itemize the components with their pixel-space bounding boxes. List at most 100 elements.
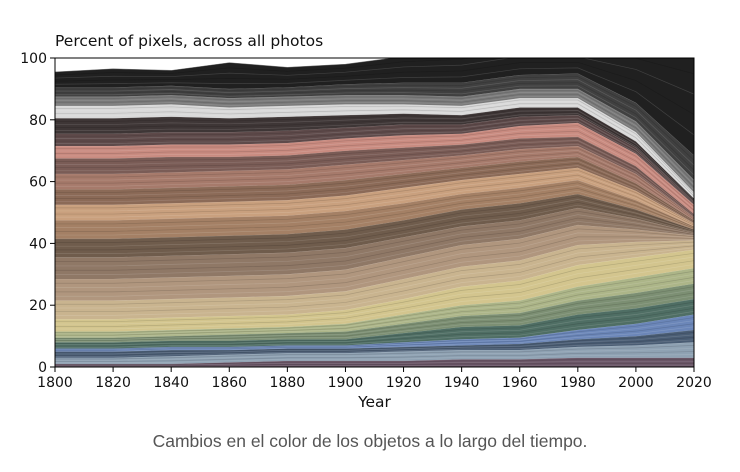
area-texture-line (55, 204, 694, 254)
area-texture-line (55, 214, 694, 267)
area-texture-line (55, 99, 694, 194)
area-texture-line (55, 163, 694, 223)
area-texture-line (55, 362, 694, 367)
area-texture-line (55, 190, 694, 236)
x-axis-label: Year (357, 393, 391, 411)
area-texture-line (55, 199, 694, 247)
area-texture-line (55, 339, 694, 357)
area-series-22 (55, 73, 694, 181)
area-texture-line (55, 92, 694, 186)
area-texture-line (55, 304, 694, 346)
area-series-23 (55, 58, 694, 156)
area-texture-line (55, 119, 694, 204)
area-texture-line (55, 101, 694, 196)
area-texture-line (55, 264, 694, 330)
area-texture-line (55, 111, 694, 201)
area-texture-line (55, 361, 694, 366)
y-tick-label: 100 (20, 51, 47, 67)
area-texture-line (55, 174, 694, 226)
area-series-13 (55, 167, 694, 227)
area-series-8 (55, 240, 694, 320)
area-texture-line (55, 82, 694, 171)
area-series-15 (55, 146, 694, 221)
area-texture-line (55, 147, 694, 219)
area-boundary-line (55, 58, 395, 73)
area-layers (55, 58, 694, 367)
area-series-14 (55, 156, 694, 224)
area-texture-line (55, 210, 694, 262)
area-texture-line (55, 332, 694, 354)
area-series-10 (55, 207, 694, 279)
area-texture-line (55, 260, 694, 327)
area-series-1 (55, 342, 694, 364)
area-texture-line (55, 94, 694, 188)
area-texture-line (55, 128, 694, 209)
x-tick-label: 2020 (676, 375, 712, 391)
area-texture-line (55, 354, 694, 364)
area-texture-line (55, 67, 694, 136)
area-texture-line (55, 292, 694, 341)
plot-frame (54, 57, 695, 368)
area-texture-line (55, 143, 694, 217)
area-series-5 (55, 283, 694, 343)
area-texture-line (55, 334, 694, 355)
area-texture-line (55, 130, 694, 211)
area-texture-line (55, 323, 694, 351)
area-texture-line (55, 232, 694, 288)
area-texture-line (55, 113, 694, 202)
area-texture-line (55, 326, 694, 352)
area-series-16 (55, 136, 694, 218)
area-texture-line (55, 270, 694, 334)
area-texture-line (55, 85, 694, 176)
area-texture-line (55, 301, 694, 344)
y-tick-label: 60 (29, 175, 47, 191)
x-tick-label: 1900 (328, 375, 364, 391)
area-texture-line (55, 236, 694, 293)
area-texture-line (55, 243, 694, 309)
area-texture-line (55, 138, 694, 215)
area-texture-line (55, 142, 694, 217)
area-texture-line (55, 286, 694, 339)
area-series-21 (55, 88, 694, 193)
area-boundary-line (55, 107, 694, 199)
area-texture-line (55, 152, 694, 220)
area-texture-line (55, 273, 694, 335)
figure-caption: Cambios en el color de los objetos a lo … (152, 431, 588, 451)
area-series-19 (55, 107, 694, 202)
x-tick-label: 1960 (502, 375, 538, 391)
area-texture-line (55, 196, 694, 243)
area-series-18 (55, 115, 694, 205)
area-series-7 (55, 249, 694, 332)
x-tick-label: 1940 (444, 375, 480, 391)
area-texture-line (55, 317, 694, 350)
area-texture-line (55, 116, 694, 203)
area-texture-line (55, 105, 694, 198)
x-tick-label: 1920 (386, 375, 422, 391)
area-texture-line (55, 58, 694, 95)
area-texture-line (55, 133, 694, 213)
x-tick-label: 1880 (270, 375, 306, 391)
area-texture-line (55, 61, 694, 115)
area-texture-line (55, 165, 694, 224)
area-texture-line (55, 76, 694, 161)
area-texture-line (55, 110, 694, 201)
area-texture-line (55, 359, 694, 365)
area-texture-line (55, 79, 694, 166)
area-texture-line (55, 117, 694, 204)
y-tick-label: 80 (29, 113, 47, 129)
area-texture-line (55, 103, 694, 197)
area-texture-line (55, 351, 694, 362)
area-texture-line (55, 364, 694, 367)
x-tick-label: 1820 (95, 375, 131, 391)
area-texture-line (55, 108, 694, 200)
area-texture-line (55, 158, 694, 222)
area-texture-line (55, 245, 694, 313)
area-texture-line (55, 160, 694, 222)
area-texture-line (55, 182, 694, 228)
y-tick-label: 0 (38, 360, 47, 376)
y-tick-label: 40 (29, 236, 47, 252)
area-series-17 (55, 122, 694, 215)
area-texture-line (55, 320, 694, 351)
x-tick-label: 1980 (560, 375, 596, 391)
